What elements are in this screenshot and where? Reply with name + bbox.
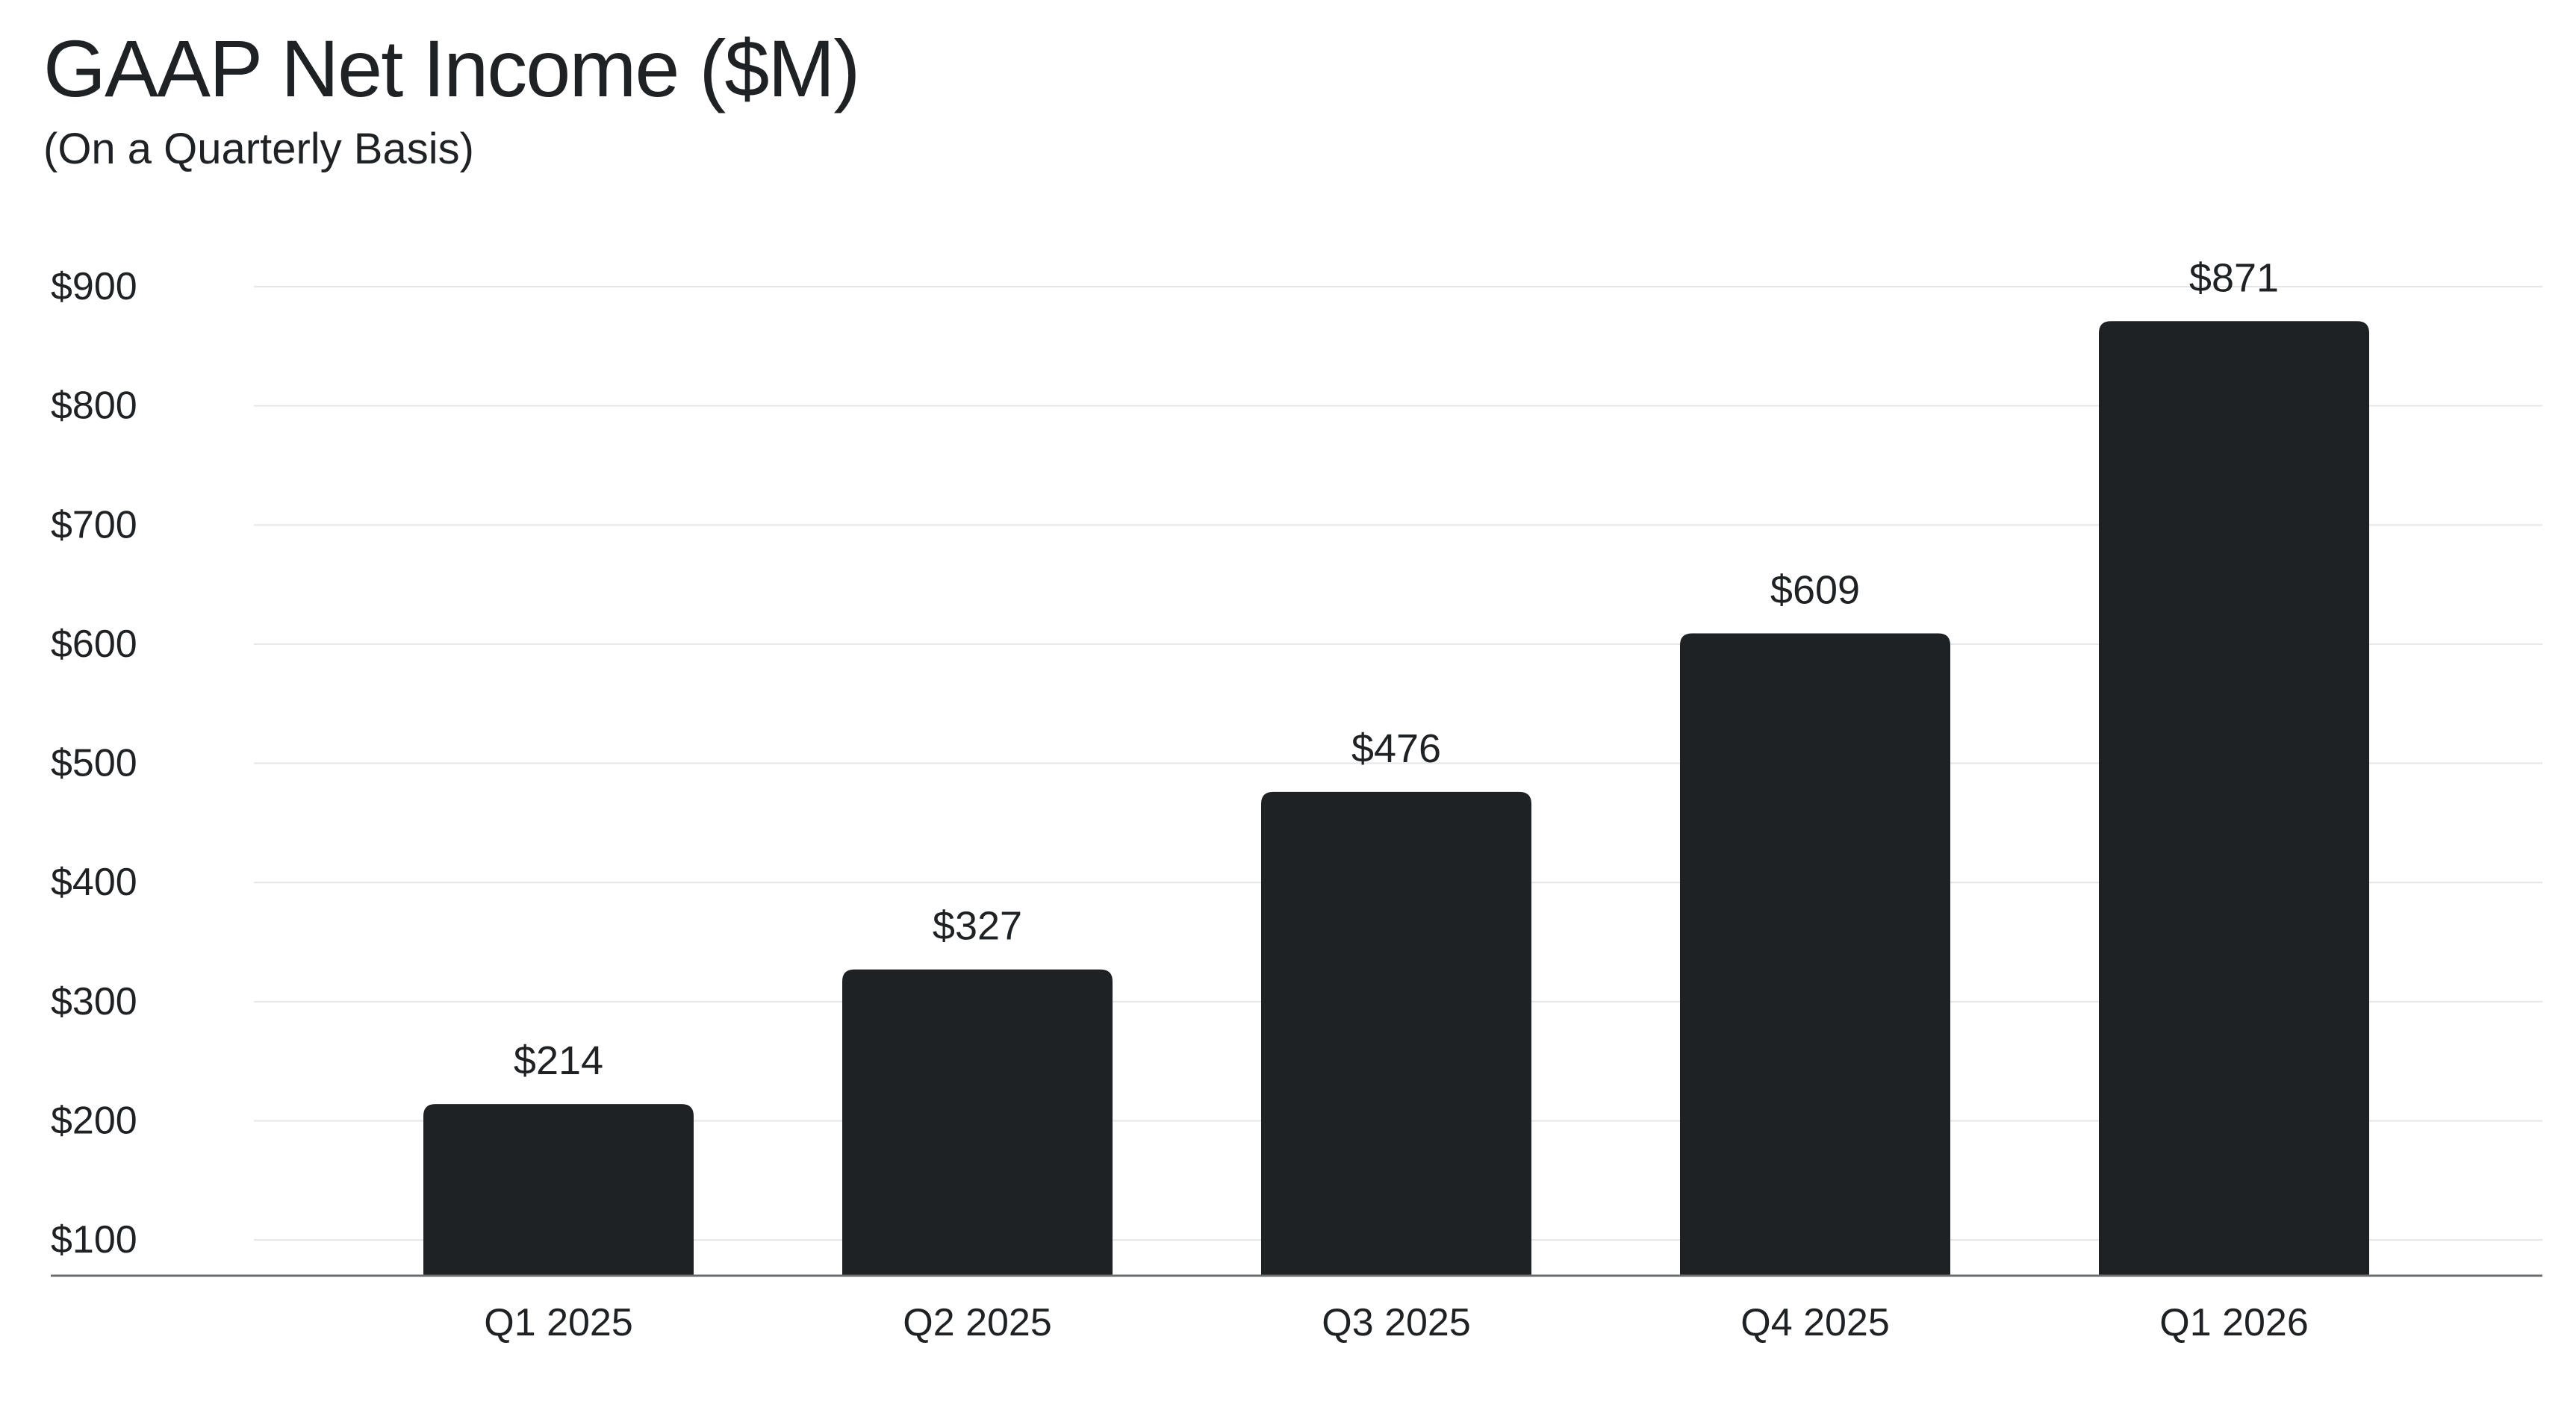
bar-value-label: $214 [514,1038,603,1083]
y-tick-label: $400 [51,861,137,904]
bar [423,1104,694,1276]
bar-value-labels: $214 $327 $476 $609 $871 [514,255,2279,1083]
x-tick-label: Q1 2025 [484,1301,633,1344]
bar-value-label: $327 [933,904,1022,949]
y-tick-label: $700 [51,503,137,546]
y-axis-tick-labels: $100 $200 $300 $400 $500 $600 $700 $800 $900 [51,265,137,1262]
y-tick-label: $200 [51,1099,137,1142]
y-tick-label: $800 [51,384,137,428]
bar-value-label: $871 [2189,255,2279,300]
y-tick-label: $600 [51,623,137,666]
y-tick-label: $100 [51,1218,137,1262]
y-tick-label: $900 [51,265,137,308]
x-tick-label: Q1 2026 [2159,1301,2309,1344]
x-tick-label: Q2 2025 [903,1301,1052,1344]
bar [1261,791,1531,1276]
x-tick-label: Q3 2025 [1322,1301,1471,1344]
bar-value-label: $609 [1770,568,1860,613]
bar [1680,633,1950,1276]
chart-subtitle: (On a Quarterly Basis) [43,125,474,173]
bar-value-label: $476 [1351,726,1441,771]
x-tick-label: Q4 2025 [1740,1301,1890,1344]
bar [2099,321,2369,1276]
bar [842,969,1113,1276]
chart-title: GAAP Net Income ($M) [43,23,860,113]
x-axis-tick-labels: Q1 2025 Q2 2025 Q3 2025 Q4 2025 Q1 2026 [484,1301,2309,1344]
y-tick-label: $500 [51,742,137,785]
y-tick-label: $300 [51,980,137,1023]
bars [423,321,2369,1276]
